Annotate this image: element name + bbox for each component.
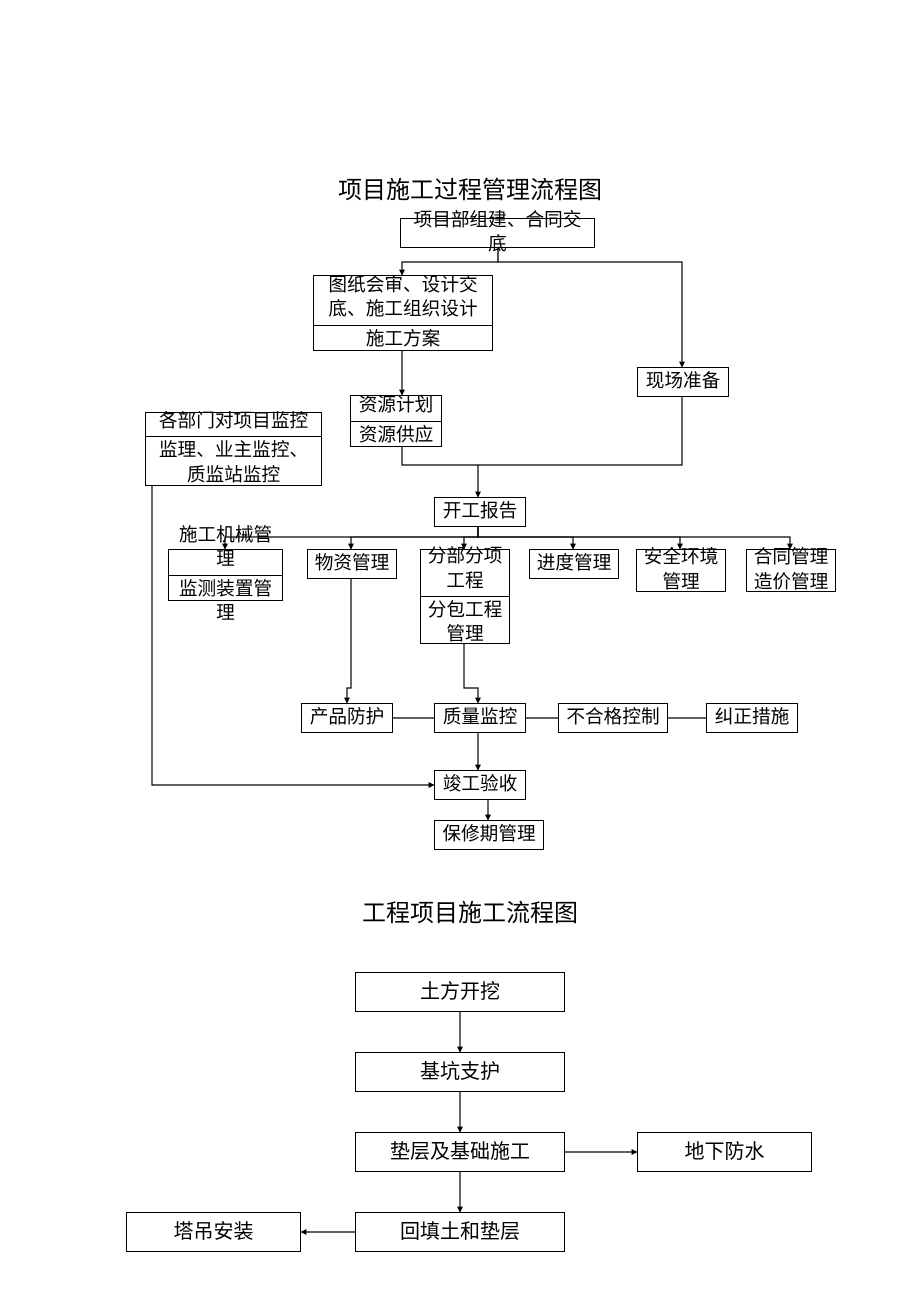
node-n4-cell-0: 资源计划 — [351, 392, 441, 420]
edge — [402, 447, 478, 497]
node-n8: 物资管理 — [307, 549, 397, 579]
node-m2: 基坑支护 — [355, 1052, 565, 1092]
node-m5: 地下防水 — [637, 1132, 812, 1172]
node-n7-cell-0: 施工机械管理 — [169, 522, 282, 575]
node-n8-cell-0: 物资管理 — [308, 550, 396, 578]
node-n6: 开工报告 — [434, 497, 526, 527]
node-m4: 回填土和垫层 — [355, 1212, 565, 1252]
node-n16-cell-0: 纠正措施 — [707, 704, 797, 732]
node-m4-cell-0: 回填土和垫层 — [356, 1213, 564, 1251]
node-n3: 现场准备 — [637, 367, 729, 397]
node-n14-cell-0: 质量监控 — [435, 704, 525, 732]
node-n12-cell-0: 合同管理造价管理 — [747, 544, 835, 597]
node-n10-cell-0: 进度管理 — [530, 550, 618, 578]
node-m6: 塔吊安装 — [126, 1212, 301, 1252]
node-n11-cell-0: 安全环境管理 — [637, 544, 725, 597]
node-n10: 进度管理 — [529, 549, 619, 579]
node-m5-cell-0: 地下防水 — [638, 1133, 811, 1171]
node-n17: 竣工验收 — [434, 770, 526, 800]
node-n14: 质量监控 — [434, 703, 526, 733]
node-n6-cell-0: 开工报告 — [435, 498, 525, 526]
node-n11: 安全环境管理 — [636, 549, 726, 592]
node-n15: 不合格控制 — [558, 703, 668, 733]
node-n7-cell-1: 监测装置管理 — [169, 575, 282, 629]
node-n7: 施工机械管理监测装置管理 — [168, 549, 283, 601]
node-n18-cell-0: 保修期管理 — [435, 821, 543, 849]
node-m3-cell-0: 垫层及基础施工 — [356, 1133, 564, 1171]
node-n3-cell-0: 现场准备 — [638, 368, 728, 396]
node-m6-cell-0: 塔吊安装 — [127, 1213, 300, 1251]
node-n18: 保修期管理 — [434, 820, 544, 850]
node-n2: 图纸会审、设计交底、施工组织设计施工方案 — [313, 275, 493, 351]
node-n15-cell-0: 不合格控制 — [559, 704, 667, 732]
node-n13-cell-0: 产品防护 — [302, 704, 392, 732]
node-m3: 垫层及基础施工 — [355, 1132, 565, 1172]
node-n16: 纠正措施 — [706, 703, 798, 733]
edge — [464, 644, 478, 703]
node-n5-cell-1: 监理、业主监控、质监站监控 — [146, 436, 321, 490]
node-n17-cell-0: 竣工验收 — [435, 771, 525, 799]
node-n13: 产品防护 — [301, 703, 393, 733]
node-n4-cell-1: 资源供应 — [351, 421, 441, 450]
edge — [498, 248, 682, 367]
node-n9-cell-1: 分包工程管理 — [421, 596, 509, 650]
node-m1-cell-0: 土方开挖 — [356, 973, 564, 1011]
node-n2-cell-0: 图纸会审、设计交底、施工组织设计 — [314, 272, 492, 325]
node-n4: 资源计划资源供应 — [350, 395, 442, 447]
node-n9-cell-0: 分部分项工程 — [421, 543, 509, 596]
edge — [478, 527, 790, 549]
node-n1: 项目部组建、合同交底 — [400, 218, 595, 248]
node-m1: 土方开挖 — [355, 972, 565, 1012]
node-n5-cell-0: 各部门对项目监控 — [146, 408, 321, 436]
node-n2-cell-1: 施工方案 — [314, 325, 492, 354]
canvas: 项目施工过程管理流程图项目部组建、合同交底图纸会审、设计交底、施工组织设计施工方… — [0, 0, 920, 1302]
node-n12: 合同管理造价管理 — [746, 549, 836, 592]
node-n1-cell-0: 项目部组建、合同交底 — [401, 207, 594, 260]
title-2: 工程项目施工流程图 — [340, 893, 600, 923]
edge — [347, 579, 351, 703]
node-n9: 分部分项工程分包工程管理 — [420, 549, 510, 644]
title-1: 项目施工过程管理流程图 — [320, 170, 620, 200]
node-m2-cell-0: 基坑支护 — [356, 1053, 564, 1091]
edge — [478, 397, 682, 465]
node-n5: 各部门对项目监控监理、业主监控、质监站监控 — [145, 412, 322, 486]
